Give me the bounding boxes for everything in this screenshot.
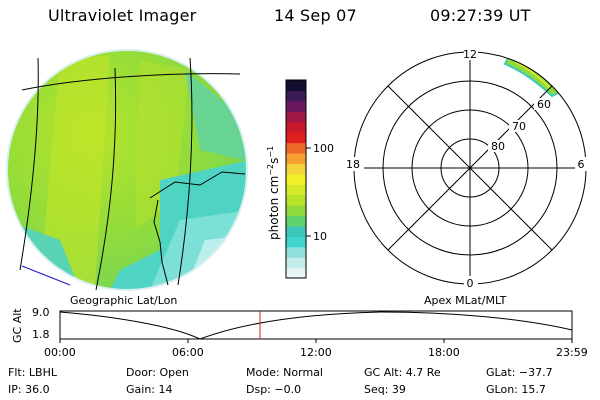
colorbar-segment [286, 173, 306, 185]
header-date: 14 Sep 07 [274, 6, 357, 25]
colorbar-segment [286, 225, 306, 237]
colorbar-segment [286, 257, 306, 269]
colorbar-segment [286, 215, 306, 227]
orbit-altitude-plot: GC Alt [11, 308, 573, 343]
colorbar-segment [286, 246, 306, 258]
mlat-label-80: 80 [491, 140, 505, 153]
colorbar-segment [286, 184, 306, 196]
status-filter: Flt: LBHL [8, 366, 57, 379]
status-mode: Mode: Normal [246, 366, 323, 379]
geo-grid-label: Geographic Lat/Lon [70, 294, 178, 307]
status-glon: GLon: 15.7 [486, 383, 546, 396]
orbit-x-tick-0: 00:00 [44, 346, 76, 359]
mlt-label-12: 12 [463, 48, 477, 61]
orbit-x-tick-3: 18:00 [428, 346, 460, 359]
colorbar-segment [286, 132, 306, 144]
colorbar-segment [286, 90, 306, 102]
colorbar-segment [286, 236, 306, 248]
mlt-label-6: 6 [578, 158, 585, 171]
status-seq: Seq: 39 [364, 383, 406, 396]
orbit-y-top: 9.0 [32, 306, 50, 319]
colorbar-segment [286, 194, 306, 206]
orbit-y-bottom: 1.8 [32, 328, 50, 341]
colorbar-segment [286, 152, 306, 164]
orbit-x-tick-4: 23:59 [556, 346, 588, 359]
orbit-ylabel: GC Alt [11, 308, 24, 343]
colorbar-segment [286, 80, 306, 92]
colorbar-segment [286, 100, 306, 112]
intensity-colorbar [286, 80, 306, 279]
orbit-x-tick-1: 06:00 [172, 346, 204, 359]
apex-grid-label: Apex MLat/MLT [424, 294, 507, 307]
app-title: Ultraviolet Imager [48, 6, 197, 25]
colorbar-label-10: 10 [313, 230, 327, 243]
mlt-label-0: 0 [467, 277, 474, 290]
colorbar-segment [286, 121, 306, 133]
status-gc-alt: GC Alt: 4.7 Re [364, 366, 441, 379]
colorbar-segment [286, 142, 306, 154]
header-time: 09:27:39 UT [430, 6, 531, 25]
status-dsp: Dsp: −0.0 [246, 383, 302, 396]
colorbar-label-100: 100 [313, 142, 334, 155]
colorbar-segment [286, 163, 306, 175]
mlat-label-60: 60 [537, 98, 551, 111]
colorbar-unit: photon cm−2s−1 [266, 146, 281, 240]
status-glat: GLat: −37.7 [486, 366, 553, 379]
status-gain: Gain: 14 [126, 383, 173, 396]
mlt-label-18: 18 [346, 158, 360, 171]
colorbar-segment [286, 111, 306, 123]
status-door: Door: Open [126, 366, 189, 379]
orbit-x-tick-2: 12:00 [300, 346, 332, 359]
colorbar-segment [286, 267, 306, 279]
mlat-label-70: 70 [512, 120, 526, 133]
colorbar-segment [286, 205, 306, 217]
polar-mlat-mlt-plot: 12 18 6 0 60 70 80 [342, 48, 587, 290]
status-ip: IP: 36.0 [8, 383, 50, 396]
